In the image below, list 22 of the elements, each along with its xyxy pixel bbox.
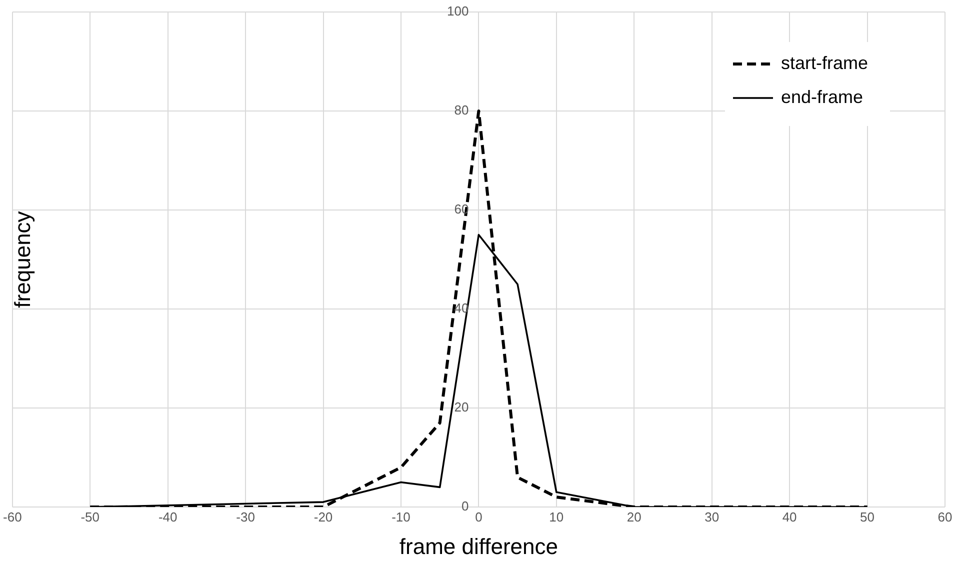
x-tick-label: 30	[704, 509, 720, 524]
x-tick-label: -40	[158, 509, 178, 524]
x-tick-label: -60	[2, 509, 22, 524]
x-tick-label: 0	[475, 509, 482, 524]
y-tick-label: 60	[454, 202, 469, 217]
x-tick-label: 10	[549, 509, 564, 524]
x-tick-label: 50	[860, 509, 875, 524]
x-tick-label: 60	[938, 509, 952, 524]
y-tick-label: 0	[461, 498, 469, 514]
x-tick-label: -20	[314, 509, 333, 524]
x-tick-label: 40	[782, 509, 797, 524]
x-axis-title: frame difference	[399, 534, 558, 559]
legend-label: start-frame	[781, 52, 868, 73]
x-tick-label: -30	[236, 509, 255, 524]
x-tick-label: 20	[626, 509, 642, 524]
legend-label: end-frame	[781, 86, 864, 107]
y-tick-label: 80	[454, 102, 469, 118]
y-axis-title: frequency	[10, 211, 36, 308]
y-tick-label: 20	[454, 400, 469, 415]
y-tick-label: 100	[446, 4, 469, 19]
x-tick-label: -50	[80, 509, 100, 524]
x-tick-label: -10	[392, 509, 410, 524]
